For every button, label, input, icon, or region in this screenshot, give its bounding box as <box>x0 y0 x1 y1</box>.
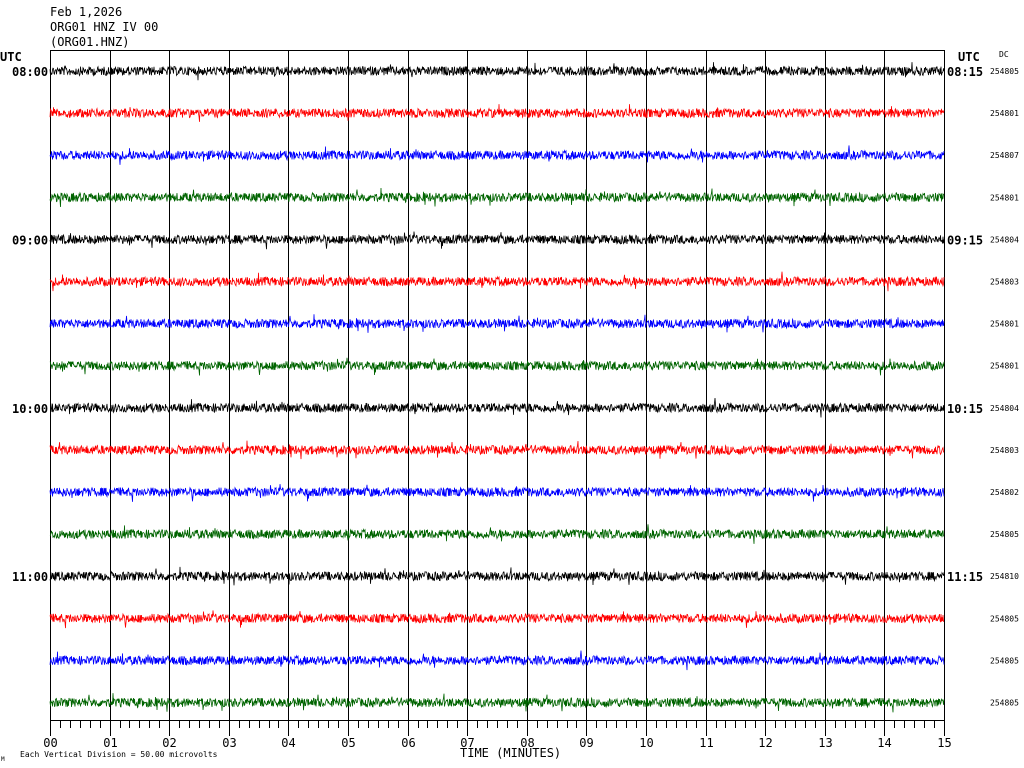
x-tick-label-9: 09 <box>579 736 593 750</box>
x-tick-label-10: 10 <box>639 736 653 750</box>
dc-value-16: 254805 <box>990 699 1019 708</box>
left-timezone-label: UTC <box>0 50 22 64</box>
dc-value-5: 254804 <box>990 235 1019 244</box>
dc-value-7: 254801 <box>990 320 1019 329</box>
trace-4 <box>49 187 945 208</box>
trace-3 <box>49 145 945 165</box>
dc-value-3: 254807 <box>990 151 1019 160</box>
dc-value-4: 254801 <box>990 193 1019 202</box>
trace-14 <box>49 610 945 629</box>
trace-11 <box>49 484 945 502</box>
x-axis-title: TIME (MINUTES) <box>460 746 561 760</box>
dc-value-6: 254803 <box>990 278 1019 287</box>
x-tick-label-6: 06 <box>401 736 415 750</box>
hour-label-right-4: 11:15 <box>947 570 983 584</box>
x-tick-label-1: 01 <box>103 736 117 750</box>
dc-value-10: 254803 <box>990 446 1019 455</box>
hour-label-left-3: 10:00 <box>12 402 48 416</box>
hour-label-right-2: 09:15 <box>947 233 983 247</box>
trace-16 <box>49 693 945 713</box>
x-tick-label-2: 02 <box>162 736 176 750</box>
x-tick-label-13: 13 <box>818 736 832 750</box>
dc-header-label: DC <box>999 50 1009 59</box>
header-channel: (ORG01.HNZ) <box>50 35 129 49</box>
dc-value-9: 254804 <box>990 404 1019 413</box>
hour-label-left-4: 11:00 <box>12 570 48 584</box>
hour-label-left-1: 08:00 <box>12 65 48 79</box>
corner-mark: M <box>1 756 5 763</box>
x-tick-label-0: 00 <box>43 736 57 750</box>
dc-values: 254805 254801 254807 254801 254804 254803 2548… <box>990 67 1019 708</box>
dc-value-2: 254801 <box>990 109 1019 118</box>
x-axis: 00 01 02 03 04 05 06 07 08 09 10 11 12 13 14 15 <box>43 720 952 750</box>
dc-value-11: 254802 <box>990 488 1019 497</box>
dc-value-14: 254805 <box>990 614 1019 623</box>
header-date: Feb 1,2026 <box>50 5 122 19</box>
hour-label-right-1: 08:15 <box>947 65 983 79</box>
hour-label-right-3: 10:15 <box>947 402 983 416</box>
dc-value-13: 254810 <box>990 572 1019 581</box>
dc-value-12: 254805 <box>990 530 1019 539</box>
x-tick-label-11: 11 <box>699 736 713 750</box>
hour-labels: 08:00 08:15 09:00 09:15 10:00 10:15 11:00 11:15 <box>12 65 983 584</box>
dc-value-15: 254805 <box>990 656 1019 665</box>
x-tick-label-3: 03 <box>222 736 236 750</box>
trace-12 <box>49 524 944 544</box>
x-tick-label-5: 05 <box>341 736 355 750</box>
trace-7 <box>49 314 945 333</box>
x-tick-label-7: 07 <box>460 736 474 750</box>
trace-2 <box>49 104 945 122</box>
trace-10 <box>49 440 945 460</box>
header-station: ORG01 HNZ IV 00 <box>50 20 158 34</box>
x-tick-label-4: 04 <box>281 736 295 750</box>
dc-value-8: 254801 <box>990 362 1019 371</box>
x-tick-label-8: 08 <box>520 736 534 750</box>
trace-8 <box>49 357 945 376</box>
dc-value-1: 254805 <box>990 67 1019 76</box>
x-tick-label-14: 14 <box>877 736 891 750</box>
hour-label-left-2: 09:00 <box>12 233 48 247</box>
trace-group <box>49 62 945 713</box>
trace-13 <box>49 566 945 586</box>
trace-6 <box>49 271 945 292</box>
minute-gridlines <box>110 50 885 720</box>
right-timezone-label: UTC <box>958 50 980 64</box>
x-tick-label-12: 12 <box>758 736 772 750</box>
x-tick-label-15: 15 <box>937 736 951 750</box>
trace-9 <box>49 397 945 418</box>
trace-15 <box>49 650 945 671</box>
scale-note: Each Vertical Division = 50.00 microvolt… <box>20 750 218 759</box>
trace-5 <box>49 231 945 250</box>
trace-1 <box>49 62 945 81</box>
